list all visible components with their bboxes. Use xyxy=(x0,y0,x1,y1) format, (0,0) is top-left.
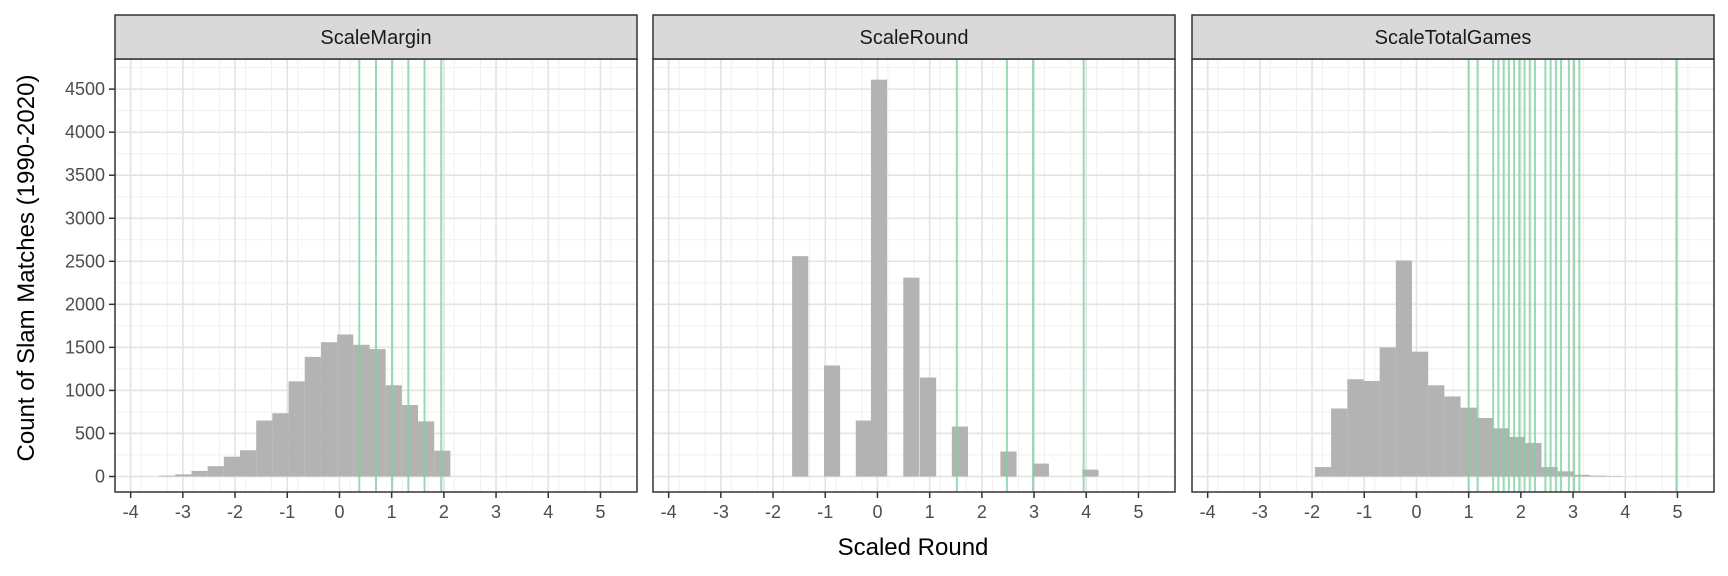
y-tick-label: 3500 xyxy=(65,165,105,185)
facet-strip-label: ScaleTotalGames xyxy=(1375,27,1532,49)
facet-panel-ScaleRound: ScaleRound -4 -3 -2 -1 0 1 2 3 4 5 xyxy=(652,14,1176,522)
histogram-bar xyxy=(240,450,257,477)
y-tick-label: 4000 xyxy=(65,122,105,142)
x-tick-label: -3 xyxy=(175,502,191,522)
panels-layer: ScaleMargin -4 -3 -2 -1 0 1 2 3 4 5 ScaleRound -4 -3 -… xyxy=(65,14,1715,522)
x-axis-title: Scaled Round xyxy=(838,534,989,561)
histogram-bar xyxy=(320,342,338,477)
x-tick-label: 1 xyxy=(925,502,935,522)
x-tick-label: 0 xyxy=(872,502,882,522)
x-tick-label: 2 xyxy=(977,502,987,522)
histogram-bar xyxy=(855,420,872,477)
histogram-bar xyxy=(191,470,208,477)
x-tick-label: 0 xyxy=(1411,502,1421,522)
histogram-bar xyxy=(1082,469,1099,477)
histogram-bar xyxy=(920,377,937,477)
histogram-bar xyxy=(1557,471,1574,477)
histogram-bar xyxy=(175,474,192,477)
histogram-bar xyxy=(1032,463,1049,477)
x-tick-label: -4 xyxy=(123,502,139,522)
x-tick-label: 4 xyxy=(1620,502,1630,522)
y-tick-label: 2000 xyxy=(65,294,105,314)
histogram-bar xyxy=(1606,476,1623,477)
histogram-bar xyxy=(353,344,370,477)
histogram-bar xyxy=(1331,408,1348,477)
facet-panel-ScaleTotalGames: ScaleTotalGames -4 -3 -2 -1 0 1 2 3 4 5 xyxy=(1191,14,1715,522)
histogram-bar xyxy=(1395,260,1413,477)
y-tick-label: 2500 xyxy=(65,251,105,271)
histogram-bar xyxy=(1573,474,1591,477)
histogram-bar xyxy=(1000,451,1017,477)
y-tick-label: 500 xyxy=(75,423,105,443)
histogram-bar xyxy=(1590,475,1607,477)
x-tick-label: 2 xyxy=(1516,502,1526,522)
y-tick-label: 1000 xyxy=(65,380,105,400)
facet-panel-ScaleMargin: ScaleMargin -4 -3 -2 -1 0 1 2 3 4 5 xyxy=(114,14,638,522)
x-tick-label: 0 xyxy=(334,502,344,522)
histogram-bar xyxy=(1428,385,1445,477)
x-tick-label: 2 xyxy=(439,502,449,522)
x-tick-label: -3 xyxy=(1252,502,1268,522)
facet-strip xyxy=(114,14,638,60)
histogram-bar xyxy=(207,466,224,477)
x-tick-label: -1 xyxy=(1356,502,1372,522)
histogram-bar xyxy=(385,385,402,477)
histogram-bar xyxy=(418,421,435,477)
x-tick-label: -1 xyxy=(817,502,833,522)
histogram-bar xyxy=(1525,442,1542,477)
histogram-bar xyxy=(272,413,289,477)
histogram-bar xyxy=(1509,436,1526,477)
x-tick-label: -2 xyxy=(227,502,243,522)
y-tick-label: 4500 xyxy=(65,79,105,99)
x-tick-label: -3 xyxy=(713,502,729,522)
histogram-bar xyxy=(1492,428,1510,477)
facet-strip-label: ScaleMargin xyxy=(320,27,431,49)
x-tick-label: 3 xyxy=(1029,502,1039,522)
histogram-bar xyxy=(792,256,809,477)
histogram-bar xyxy=(401,405,419,477)
histogram-bar xyxy=(337,334,354,477)
x-tick-label: 1 xyxy=(387,502,397,522)
x-tick-label: 5 xyxy=(1672,502,1682,522)
histogram-bar xyxy=(1347,379,1364,477)
histogram-bar xyxy=(1444,396,1461,477)
y-axis-title: Count of Slam Matches (1990-2020) xyxy=(13,75,40,462)
facet-strip-label: ScaleRound xyxy=(860,27,969,49)
x-tick-label: 4 xyxy=(543,502,553,522)
histogram-bar xyxy=(304,356,321,477)
x-tick-label: -2 xyxy=(765,502,781,522)
histogram-bar xyxy=(369,349,386,477)
histogram-bar xyxy=(903,277,920,477)
histogram-bar xyxy=(823,365,841,477)
histogram-bar xyxy=(1314,467,1332,477)
histogram-bar xyxy=(159,475,176,477)
histogram-bar xyxy=(288,381,305,477)
histogram-bar xyxy=(1541,467,1558,477)
x-tick-label: 4 xyxy=(1081,502,1091,522)
histogram-bar xyxy=(951,426,969,477)
histogram-bar xyxy=(1476,417,1493,477)
x-tick-label: 1 xyxy=(1464,502,1474,522)
histogram-bar xyxy=(256,420,273,477)
x-tick-label: 5 xyxy=(595,502,605,522)
x-tick-label: -1 xyxy=(279,502,295,522)
y-tick-label: 1500 xyxy=(65,337,105,357)
facet-strip xyxy=(652,14,1176,60)
x-tick-label: -2 xyxy=(1304,502,1320,522)
histogram-bar xyxy=(434,450,451,477)
histogram-bar xyxy=(1379,347,1396,477)
y-tick-label: 3000 xyxy=(65,208,105,228)
histogram-bar xyxy=(1363,380,1380,477)
y-tick-label: 0 xyxy=(95,467,105,487)
histogram-bar xyxy=(870,79,888,477)
x-tick-label: 5 xyxy=(1133,502,1143,522)
histogram-bar xyxy=(223,456,241,477)
x-tick-label: -4 xyxy=(661,502,677,522)
facet-strip xyxy=(1191,14,1715,60)
x-tick-label: 3 xyxy=(1568,502,1578,522)
histogram-bar xyxy=(1412,351,1429,477)
x-tick-label: -4 xyxy=(1200,502,1216,522)
x-tick-label: 3 xyxy=(491,502,501,522)
